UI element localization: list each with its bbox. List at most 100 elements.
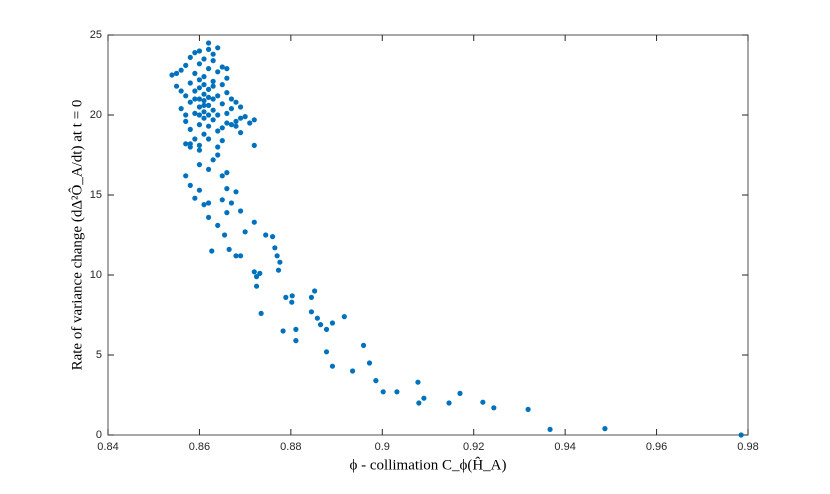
scatter-point [215, 222, 221, 228]
scatter-point [314, 315, 320, 321]
scatter-point [215, 152, 221, 158]
scatter-point [187, 182, 193, 188]
scatter-point [192, 70, 198, 76]
y-tick-label: 5 [96, 349, 102, 361]
scatter-point [215, 112, 221, 118]
scatter-point [192, 50, 198, 56]
scatter-point [205, 112, 212, 118]
scatter-point [237, 208, 244, 214]
scatter-point [196, 187, 203, 193]
scatter-point [196, 96, 203, 102]
scatter-point [183, 112, 189, 118]
scatter-point [228, 106, 235, 112]
scatter-point [196, 162, 203, 168]
scatter-point [219, 197, 225, 203]
scatter-point [183, 62, 189, 68]
scatter-point [228, 200, 235, 206]
scatter-point [183, 93, 189, 99]
scatter-point [226, 246, 232, 252]
scatter-point [480, 399, 486, 405]
scatter-point [201, 131, 207, 137]
x-tick-label: 0.98 [737, 441, 758, 453]
scatter-point [196, 48, 203, 54]
scatter-point [228, 122, 235, 128]
scatter-point [173, 70, 180, 76]
y-tick-label: 25 [90, 29, 102, 41]
y-tick-label: 10 [90, 269, 102, 281]
scatter-point [224, 75, 230, 81]
scatter-point [263, 232, 269, 238]
scatter-point [269, 234, 276, 240]
scatter-point [201, 91, 207, 97]
scatter-point [196, 61, 203, 67]
plot-area [107, 34, 749, 436]
scatter-point [205, 40, 212, 46]
scatter-point [210, 117, 216, 123]
scatter-point [416, 400, 422, 406]
scatter-point [602, 426, 608, 432]
scatter-point [205, 86, 212, 92]
scatter-point [233, 99, 239, 105]
y-tick-label: 15 [90, 189, 102, 201]
scatter-point [277, 259, 283, 265]
scatter-point [210, 58, 216, 64]
scatter-point [251, 117, 257, 123]
scatter-point [317, 322, 324, 328]
scatter-point [205, 200, 212, 206]
scatter-point [196, 112, 203, 118]
scatter-point [228, 96, 235, 102]
scatter-point [224, 66, 230, 72]
scatter-point [237, 104, 244, 110]
scatter-point [224, 90, 230, 96]
scatter-point [219, 82, 225, 88]
scatter-point [251, 219, 257, 225]
scatter-point [308, 309, 315, 315]
scatter-point [205, 66, 212, 72]
scatter-point [201, 109, 207, 115]
scatter-point [421, 395, 427, 401]
scatter-point [196, 142, 203, 148]
scatter-point [196, 147, 203, 153]
scatter-point [242, 229, 248, 235]
scatter-point [233, 118, 239, 124]
scatter-point [251, 269, 257, 275]
scatter-point [205, 123, 212, 129]
scatter-point [210, 51, 216, 57]
scatter-point [329, 320, 336, 326]
scatter-point [289, 293, 295, 299]
x-tick-label: 0.86 [189, 441, 210, 453]
scatter-point [224, 170, 230, 176]
scatter-point [219, 101, 225, 107]
scatter-point [224, 120, 230, 126]
scatter-point [205, 136, 212, 142]
scatter-point [289, 299, 295, 305]
scatter-point [312, 288, 318, 294]
scatter-point [525, 406, 531, 412]
scatter-point [446, 400, 452, 406]
scatter-point [201, 56, 207, 62]
scatter-point [215, 93, 221, 99]
scatter-point [253, 274, 260, 280]
scatter-point [201, 115, 207, 121]
scatter-point [224, 210, 230, 216]
scatter-point [272, 245, 278, 251]
x-tick-label: 0.9 [375, 441, 390, 453]
scatter-point [187, 80, 193, 86]
scatter-point [251, 142, 257, 148]
scatter-point [257, 270, 263, 276]
scatter-point [341, 314, 347, 320]
scatter-point [205, 214, 212, 220]
scatter-point [237, 253, 244, 259]
y-axis-label: Rate of variance change (dΔ²Ô_A/dt) at t… [68, 100, 85, 371]
scatter-point [205, 94, 212, 100]
scatter-point [224, 110, 230, 116]
scatter-point [196, 77, 203, 83]
scatter-point [323, 349, 330, 355]
scatter-point [275, 267, 282, 273]
scatter-point [215, 128, 221, 134]
scatter-point [196, 122, 203, 128]
scatter-point [205, 102, 212, 108]
scatter-point [215, 45, 221, 51]
scatter-point [373, 378, 379, 384]
